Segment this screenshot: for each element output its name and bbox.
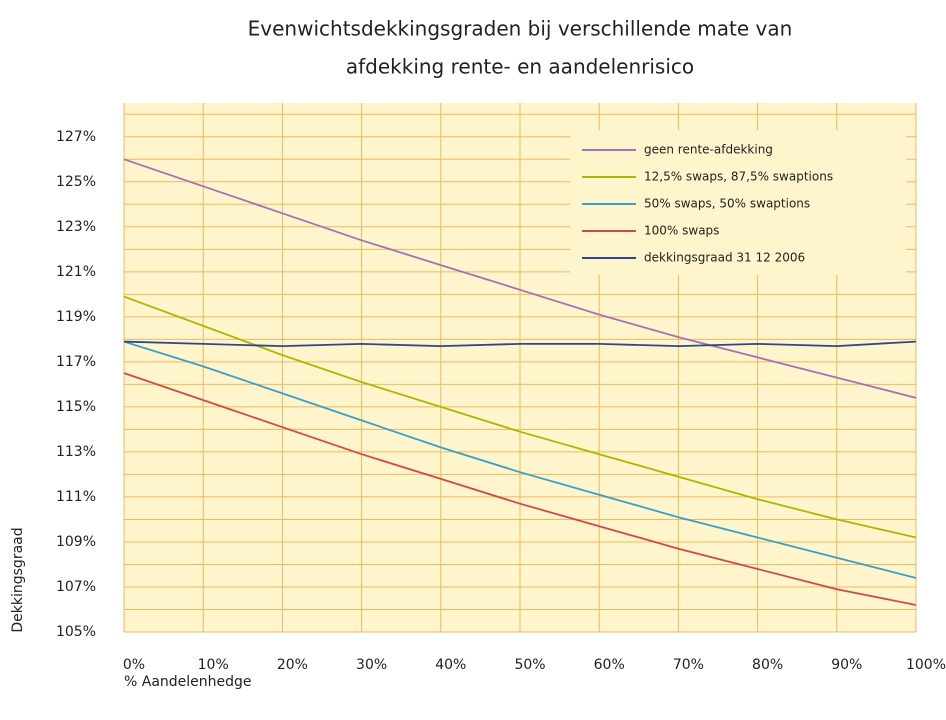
- legend-label: 12,5% swaps, 87,5% swaptions: [644, 170, 833, 184]
- x-tick-label: 80%: [752, 657, 783, 673]
- y-tick-label: 109%: [56, 534, 96, 550]
- y-axis-label: Dekkingsgraad: [10, 527, 26, 632]
- x-tick-label: 100%: [906, 657, 946, 673]
- legend-label: 100% swaps: [644, 224, 719, 238]
- x-tick-label: 20%: [277, 657, 308, 673]
- y-tick-label: 123%: [56, 219, 96, 235]
- line: [123, 372, 917, 606]
- chart-title: afdekking rente- en aandelenrisico: [346, 55, 694, 79]
- x-tick-label: 90%: [831, 657, 862, 673]
- line: [123, 158, 917, 399]
- legend-label: dekkingsgraad 31 12 2006: [644, 251, 805, 265]
- chart-title: Evenwichtsdekkingsgraden bij verschillen…: [248, 17, 793, 41]
- x-tick-label: 70%: [673, 657, 704, 673]
- y-tick-label: 127%: [56, 129, 96, 145]
- x-tick-label: 0%: [123, 657, 145, 673]
- y-tick-label: 107%: [56, 579, 96, 595]
- legend-label: geen rente-afdekking: [644, 143, 773, 157]
- x-tick-label: 60%: [594, 657, 625, 673]
- y-tick-label: 117%: [56, 354, 96, 370]
- y-tick-label: 111%: [56, 489, 96, 505]
- x-tick-label: 30%: [356, 657, 387, 673]
- y-tick-label: 113%: [56, 444, 96, 460]
- y-tick-label: 105%: [56, 624, 96, 640]
- x-tick-label: 40%: [435, 657, 466, 673]
- y-tick-label: 119%: [56, 309, 96, 325]
- y-tick-label: 121%: [56, 264, 96, 280]
- y-tick-label: 115%: [56, 399, 96, 415]
- legend-label: 50% swaps, 50% swaptions: [644, 197, 810, 211]
- x-tick-label: 50%: [514, 657, 545, 673]
- line: [123, 340, 917, 579]
- x-tick-label: 10%: [198, 657, 229, 673]
- line: [123, 340, 917, 348]
- legend-box: [570, 130, 906, 275]
- x-axis-label: % Aandelenhedge: [124, 674, 252, 690]
- y-tick-label: 125%: [56, 174, 96, 190]
